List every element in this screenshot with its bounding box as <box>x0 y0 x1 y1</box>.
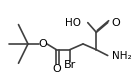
Text: O: O <box>39 39 47 49</box>
Text: Br: Br <box>64 60 76 70</box>
Text: NH₂: NH₂ <box>112 51 131 61</box>
Text: O: O <box>52 64 61 74</box>
Text: O: O <box>112 18 120 28</box>
Text: HO: HO <box>65 18 81 28</box>
